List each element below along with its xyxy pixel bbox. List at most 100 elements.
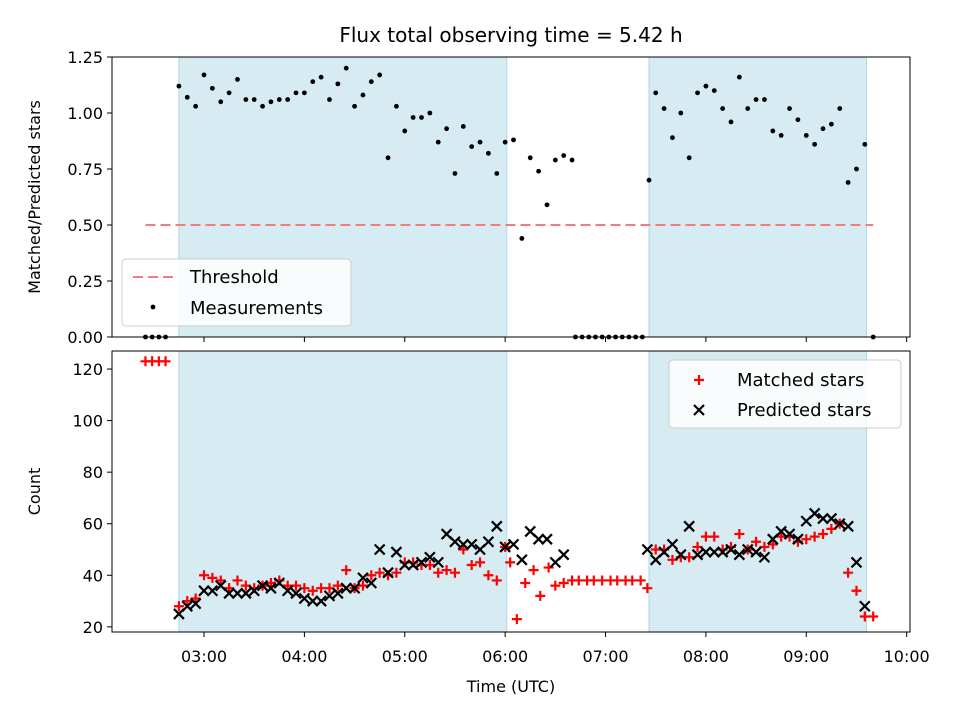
measurement-point bbox=[569, 157, 575, 163]
measurement-point bbox=[368, 79, 374, 85]
measurement-point bbox=[243, 97, 249, 102]
legend-predicted-swatch bbox=[693, 404, 705, 416]
matched-star-point bbox=[843, 567, 854, 578]
matched-star-point bbox=[692, 541, 703, 552]
predicted-star-point bbox=[733, 548, 746, 561]
predicted-star-point bbox=[691, 548, 704, 561]
matched-star-point bbox=[307, 585, 318, 596]
matched-star-point bbox=[550, 580, 561, 591]
matched-star-point bbox=[667, 554, 678, 565]
predicted-star-point bbox=[750, 546, 762, 558]
predicted-star-point bbox=[432, 556, 445, 569]
legend-measurement-label: Measurements bbox=[190, 298, 323, 319]
matched-star-point bbox=[520, 578, 531, 589]
matched-star-point bbox=[543, 562, 554, 573]
measurement-point bbox=[276, 97, 282, 102]
legend-box bbox=[668, 359, 902, 429]
matched-star-point bbox=[588, 575, 599, 586]
predicted-star-point bbox=[457, 538, 470, 551]
y-tick-label: 1.25 bbox=[67, 48, 103, 67]
matched-star-point bbox=[299, 583, 310, 594]
measurement-point bbox=[552, 157, 558, 163]
legend-matched-label: Matched stars bbox=[737, 370, 864, 391]
matched-star-point bbox=[282, 580, 293, 591]
predicted-star-point bbox=[348, 582, 361, 594]
predicted-star-point bbox=[541, 533, 553, 545]
predicted-star-point bbox=[315, 595, 327, 607]
matched-star-point bbox=[341, 565, 352, 576]
matched-star-point bbox=[809, 531, 820, 542]
predicted-star-point bbox=[281, 584, 294, 597]
predicted-star-point bbox=[708, 546, 721, 558]
measurement-point bbox=[854, 166, 859, 172]
matched-star-point bbox=[232, 575, 243, 586]
matched-star-point bbox=[627, 575, 638, 586]
matched-star-point bbox=[801, 534, 812, 545]
measurement-point bbox=[812, 141, 818, 147]
y-tick-label: 1.00 bbox=[67, 104, 103, 123]
matched-star-point bbox=[366, 570, 377, 581]
measurement-point bbox=[251, 97, 257, 102]
measurement-point bbox=[318, 74, 324, 80]
predicted-star-point bbox=[700, 546, 712, 558]
x-tick-label: 10:00 bbox=[884, 647, 930, 666]
matched-star-point bbox=[573, 575, 584, 586]
matched-star-point bbox=[528, 565, 539, 576]
panel-1: 0.00 0.25 0.50 0.75 1.00 1.25 Matched/Predicte… bbox=[25, 23, 911, 347]
predicted-star-point bbox=[666, 538, 679, 551]
y-tick-label: 20 bbox=[83, 618, 103, 637]
legend-matched-swatch bbox=[694, 375, 704, 385]
measurement-point bbox=[502, 139, 508, 145]
measurement-point bbox=[377, 72, 383, 78]
y-tick-label: 120 bbox=[72, 360, 103, 379]
predicted-star-point bbox=[741, 543, 754, 556]
x-tick-label: 08:00 bbox=[683, 647, 729, 666]
predicted-star-point bbox=[808, 507, 821, 520]
measurement-point bbox=[402, 128, 408, 134]
matched-star-point bbox=[851, 585, 862, 596]
measurement-point bbox=[176, 83, 182, 89]
predicted-star-point bbox=[223, 587, 235, 600]
predicted-star-point bbox=[424, 551, 436, 564]
predicted-star-point bbox=[240, 587, 252, 600]
legend-threshold-label: Threshold bbox=[189, 267, 279, 288]
matched-star-point bbox=[859, 611, 870, 622]
y-axis-label: Matched/Predicted stars bbox=[25, 100, 44, 294]
matched-star-point bbox=[391, 567, 402, 578]
matched-star-point bbox=[767, 539, 778, 550]
measurement-point bbox=[494, 171, 500, 176]
predicted-star-point bbox=[775, 525, 787, 538]
matched-star-point bbox=[466, 559, 477, 570]
matched-star-point bbox=[316, 583, 327, 594]
predicted-star-point bbox=[206, 584, 219, 597]
predicted-star-point bbox=[825, 512, 838, 525]
matched-star-point bbox=[558, 578, 569, 589]
measurement-point bbox=[837, 106, 843, 111]
matched-star-point bbox=[475, 557, 486, 568]
predicted-star-point bbox=[323, 590, 336, 602]
predicted-star-point bbox=[683, 520, 695, 533]
matched-star-point bbox=[441, 565, 452, 576]
measurement-point bbox=[753, 97, 759, 102]
measurement-point bbox=[661, 106, 667, 111]
matched-star-point bbox=[635, 575, 646, 586]
measurement-point bbox=[469, 144, 475, 150]
measurement-point bbox=[293, 90, 299, 96]
y-tick-label: 0.25 bbox=[67, 272, 103, 291]
legend-predicted-label: Predicted stars bbox=[737, 400, 871, 421]
matched-star-point bbox=[826, 523, 837, 534]
measurement-point bbox=[226, 90, 232, 96]
measurement-point bbox=[728, 119, 734, 125]
matched-star-point bbox=[491, 575, 502, 586]
predicted-star-point bbox=[306, 595, 319, 607]
measurement-point bbox=[352, 103, 357, 109]
matched-star-point bbox=[709, 531, 720, 542]
legend: Matched stars Predicted stars bbox=[668, 359, 902, 429]
matched-star-point bbox=[160, 356, 171, 367]
measurement-point bbox=[419, 115, 424, 120]
predicted-star-point bbox=[792, 533, 804, 545]
measurement-point bbox=[201, 72, 207, 78]
predicted-star-point bbox=[716, 546, 729, 558]
predicted-star-point bbox=[365, 577, 378, 589]
predicted-star-point bbox=[298, 592, 311, 605]
